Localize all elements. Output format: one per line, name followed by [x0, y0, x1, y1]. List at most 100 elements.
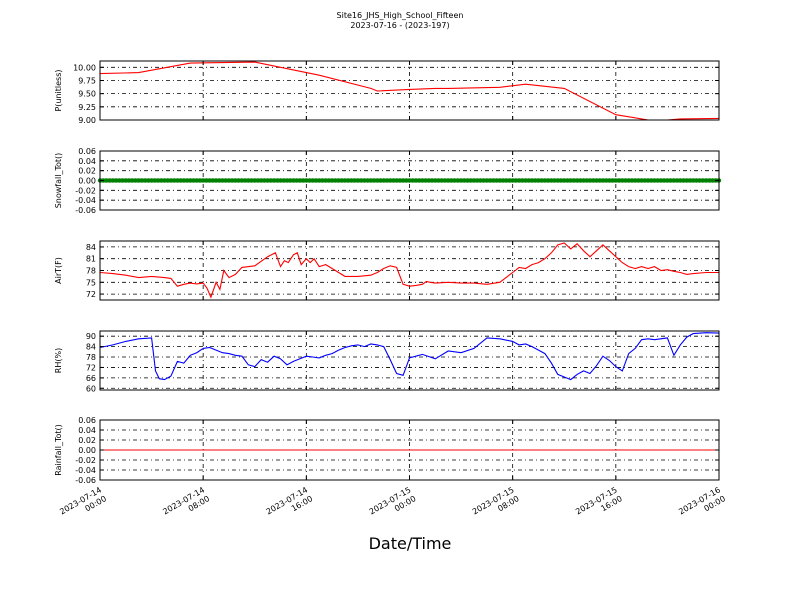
panel-2-data-point [539, 178, 544, 183]
panel-2-data-point [636, 178, 641, 183]
panel-2-data-point [623, 178, 628, 183]
panel-2-data-point [639, 178, 644, 183]
panel-2-data-point [291, 178, 296, 183]
panel-2-data-point [668, 178, 673, 183]
panel-2-data-point [433, 178, 438, 183]
panel-2-data-point [188, 178, 193, 183]
panel-2-data-point [471, 178, 477, 183]
panel-2-data-point [652, 178, 657, 183]
panel-2-data-point [494, 178, 499, 183]
panel-2-data-point [136, 178, 141, 183]
panel-2-data-point [413, 178, 419, 183]
panel-2-data-point [249, 178, 254, 183]
panel-1-ytick-label: 9.50 [78, 90, 96, 99]
chart-subtitle: 2023-07-16 - (2023-197) [350, 21, 450, 30]
panel-2-data-point [661, 178, 667, 183]
panel-2-data-point [217, 178, 222, 183]
panel-2-ytick-label: -0.06 [75, 206, 96, 215]
panel-2-data-point [510, 178, 515, 183]
panel-2-ytick-label: -0.04 [75, 196, 96, 205]
panel-2-data-point [258, 178, 264, 183]
panel-2-ytick-label: 0.00 [78, 177, 96, 186]
panel-2-data-point [162, 178, 167, 183]
panel-5-ytick-label: 0.06 [78, 416, 96, 425]
panel-5-ytick-label: -0.06 [75, 476, 96, 485]
panel-2-data-point [371, 178, 377, 183]
panel-4-ytick-label: 72 [86, 363, 96, 372]
panel-2-data-point [571, 178, 577, 183]
panel-2-data-point [233, 178, 238, 183]
panel-2-data-point [284, 178, 290, 183]
panel-2-data-point [381, 178, 386, 183]
panel-2-data-point [445, 178, 451, 183]
panel-2-data-point [691, 178, 696, 183]
panel-2-data-point [262, 178, 267, 183]
panel-2-data-point [339, 178, 344, 183]
panel-2-data-point [478, 178, 483, 183]
panel-2-data-point [613, 178, 619, 183]
panel-2-data-point [220, 178, 225, 183]
panel-2-data-point [674, 178, 680, 183]
panel-2-data-point [346, 178, 351, 183]
panel-2-data-point [694, 178, 699, 183]
panel-1-ytick-label: 9.00 [78, 116, 96, 125]
panel-2-data-point [294, 178, 299, 183]
panel-2-data-point [329, 178, 335, 183]
panel-5-ytick-label: -0.04 [75, 466, 96, 475]
panel-2-data-point [397, 178, 403, 183]
panel-2-data-point [603, 178, 609, 183]
panel-3-ytick-label: 84 [86, 243, 96, 252]
panel-2-data-point [703, 178, 709, 183]
panel-2-data-point [271, 178, 277, 183]
panel-2-data-point [436, 178, 441, 183]
panel-2-data-point [255, 178, 261, 183]
panel-2-data-point [710, 178, 715, 183]
panel-3-ytick-label: 75 [86, 278, 96, 287]
panel-2-data-point [600, 178, 606, 183]
panel-2-data-point [523, 178, 528, 183]
chart-title: Site16_JHS_High_School_Fifteen [336, 11, 464, 20]
panel-2-data-point [242, 178, 248, 183]
panel-2-data-point [120, 178, 125, 183]
panel-2-data-point [658, 178, 664, 183]
panel-2-data-point [475, 178, 480, 183]
panel-2-data-point [500, 178, 506, 183]
panel-1-ylabel: P(unitless) [54, 69, 63, 111]
panel-2-data-point [358, 178, 364, 183]
panel-2-data-point [226, 178, 232, 183]
panel-2-data-point [310, 178, 315, 183]
panel-2-data-point [516, 178, 522, 183]
panel-2-data-point [175, 178, 180, 183]
panel-3-ytick-label: 72 [86, 290, 96, 299]
panel-2-data-point [400, 178, 406, 183]
panel-3-ylabel: AirT(F) [54, 257, 63, 284]
panel-2-data-point [333, 178, 338, 183]
panel-5-ylabel: Rainfall_Tot() [54, 424, 63, 476]
panel-2-data-point [568, 178, 573, 183]
panel-2-data-point [497, 178, 502, 183]
panel-2-data-point [465, 178, 470, 183]
panel-2-data-point [197, 178, 203, 183]
panel-2-data-point [191, 178, 196, 183]
panel-2-data-point [545, 178, 551, 183]
panel-2-data-point [165, 178, 170, 183]
panel-5-ytick-label: -0.02 [75, 456, 96, 465]
panel-2-data-point [574, 178, 580, 183]
panel-2-data-point [246, 178, 251, 183]
panel-2-data-point [468, 178, 473, 183]
panel-2-data-point [549, 178, 554, 183]
panel-2-data-point [594, 178, 599, 183]
panel-2-data-point [110, 178, 116, 183]
panel-3-ytick-label: 78 [86, 267, 96, 276]
panel-2-data-point [407, 178, 412, 183]
panel-3-series-line [99, 242, 719, 299]
panel-2-data-point [642, 178, 648, 183]
panel-2-data-point [142, 178, 148, 183]
panel-2-data-point [562, 178, 567, 183]
panel-2-data-point [155, 178, 161, 183]
